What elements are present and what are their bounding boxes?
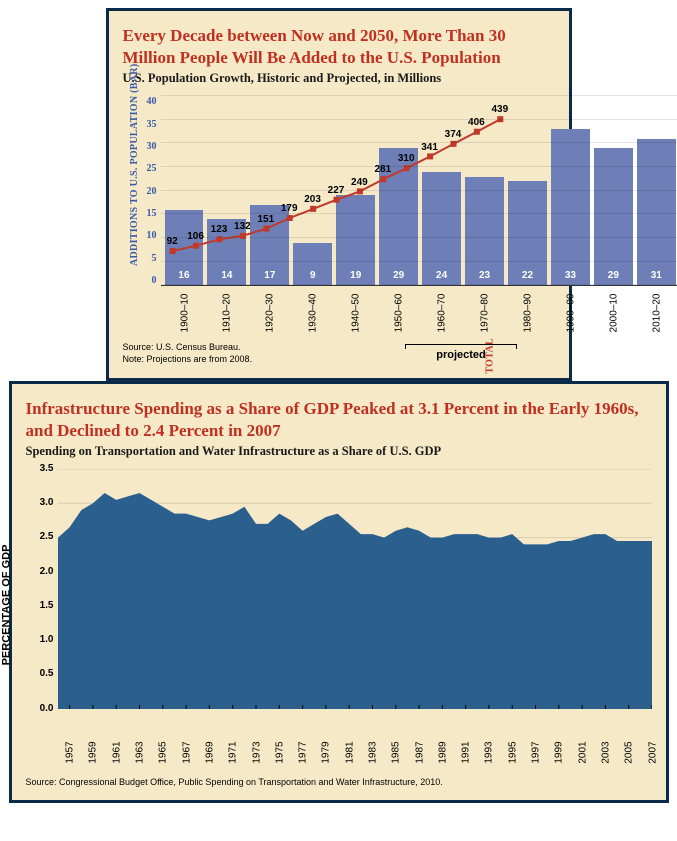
chart2-area-svg: [58, 469, 652, 709]
chart1-plot: 4035302520151050 16141791929242322332931…: [147, 96, 531, 336]
chart1-title: Every Decade between Now and 2050, More …: [123, 25, 555, 69]
chart1-xaxis: 1900–101910–201920–301930–401940–501950–…: [161, 290, 677, 336]
bar-1980–90: 22: [508, 181, 547, 285]
chart2-source: Source: Congressional Budget Office, Pub…: [26, 777, 652, 789]
chart2-yaxis: 3.53.02.52.01.51.00.50.0: [26, 469, 54, 709]
chart2-title: Infrastructure Spending as a Share of GD…: [26, 398, 652, 442]
population-chart-inner: Every Decade between Now and 2050, More …: [109, 11, 569, 378]
chart1-left-yaxis: 4035302520151050: [147, 96, 161, 286]
bar-1900–10: 16: [165, 210, 204, 286]
gdp-chart-inner: Infrastructure Spending as a Share of GD…: [12, 384, 666, 801]
bar-1940–50: 19: [336, 195, 375, 285]
chart2-source-text: Source: Congressional Budget Office, Pub…: [26, 777, 443, 787]
population-chart-panel: Every Decade between Now and 2050, More …: [106, 8, 572, 381]
bar-2000–10: 29: [594, 148, 633, 285]
chart1-bars-area: 16141791929242322332931323233 9210612313…: [161, 96, 677, 286]
projected-bracket: projected: [405, 344, 517, 361]
bar-2010–20: 31: [637, 139, 676, 285]
bar-1970–80: 23: [465, 177, 504, 286]
chart1-bar-axis-label: ADDITIONS TO U.S. POPULATION (BAR): [129, 64, 140, 266]
chart2-plot: PERCENTAGE OF GDP 3.53.02.52.01.51.00.50…: [26, 469, 652, 729]
chart1-subtitle: U.S. Population Growth, Historic and Pro…: [123, 71, 555, 86]
chart2-ylabel: PERCENTAGE OF GDP: [0, 544, 12, 665]
gdp-chart-panel: Infrastructure Spending as a Share of GD…: [9, 381, 669, 804]
bar-1930–40: 9: [293, 243, 332, 286]
chart2-subtitle: Spending on Transportation and Water Inf…: [26, 444, 652, 459]
projected-label: projected: [405, 349, 517, 361]
chart2-xaxis: 1957195919611963196519671969197119731975…: [58, 729, 652, 769]
bar-1990–00: 33: [551, 129, 590, 285]
